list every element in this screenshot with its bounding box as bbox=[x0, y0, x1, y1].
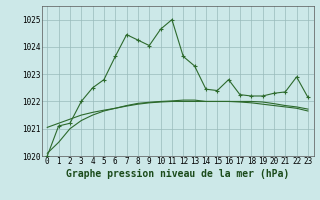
X-axis label: Graphe pression niveau de la mer (hPa): Graphe pression niveau de la mer (hPa) bbox=[66, 169, 289, 179]
